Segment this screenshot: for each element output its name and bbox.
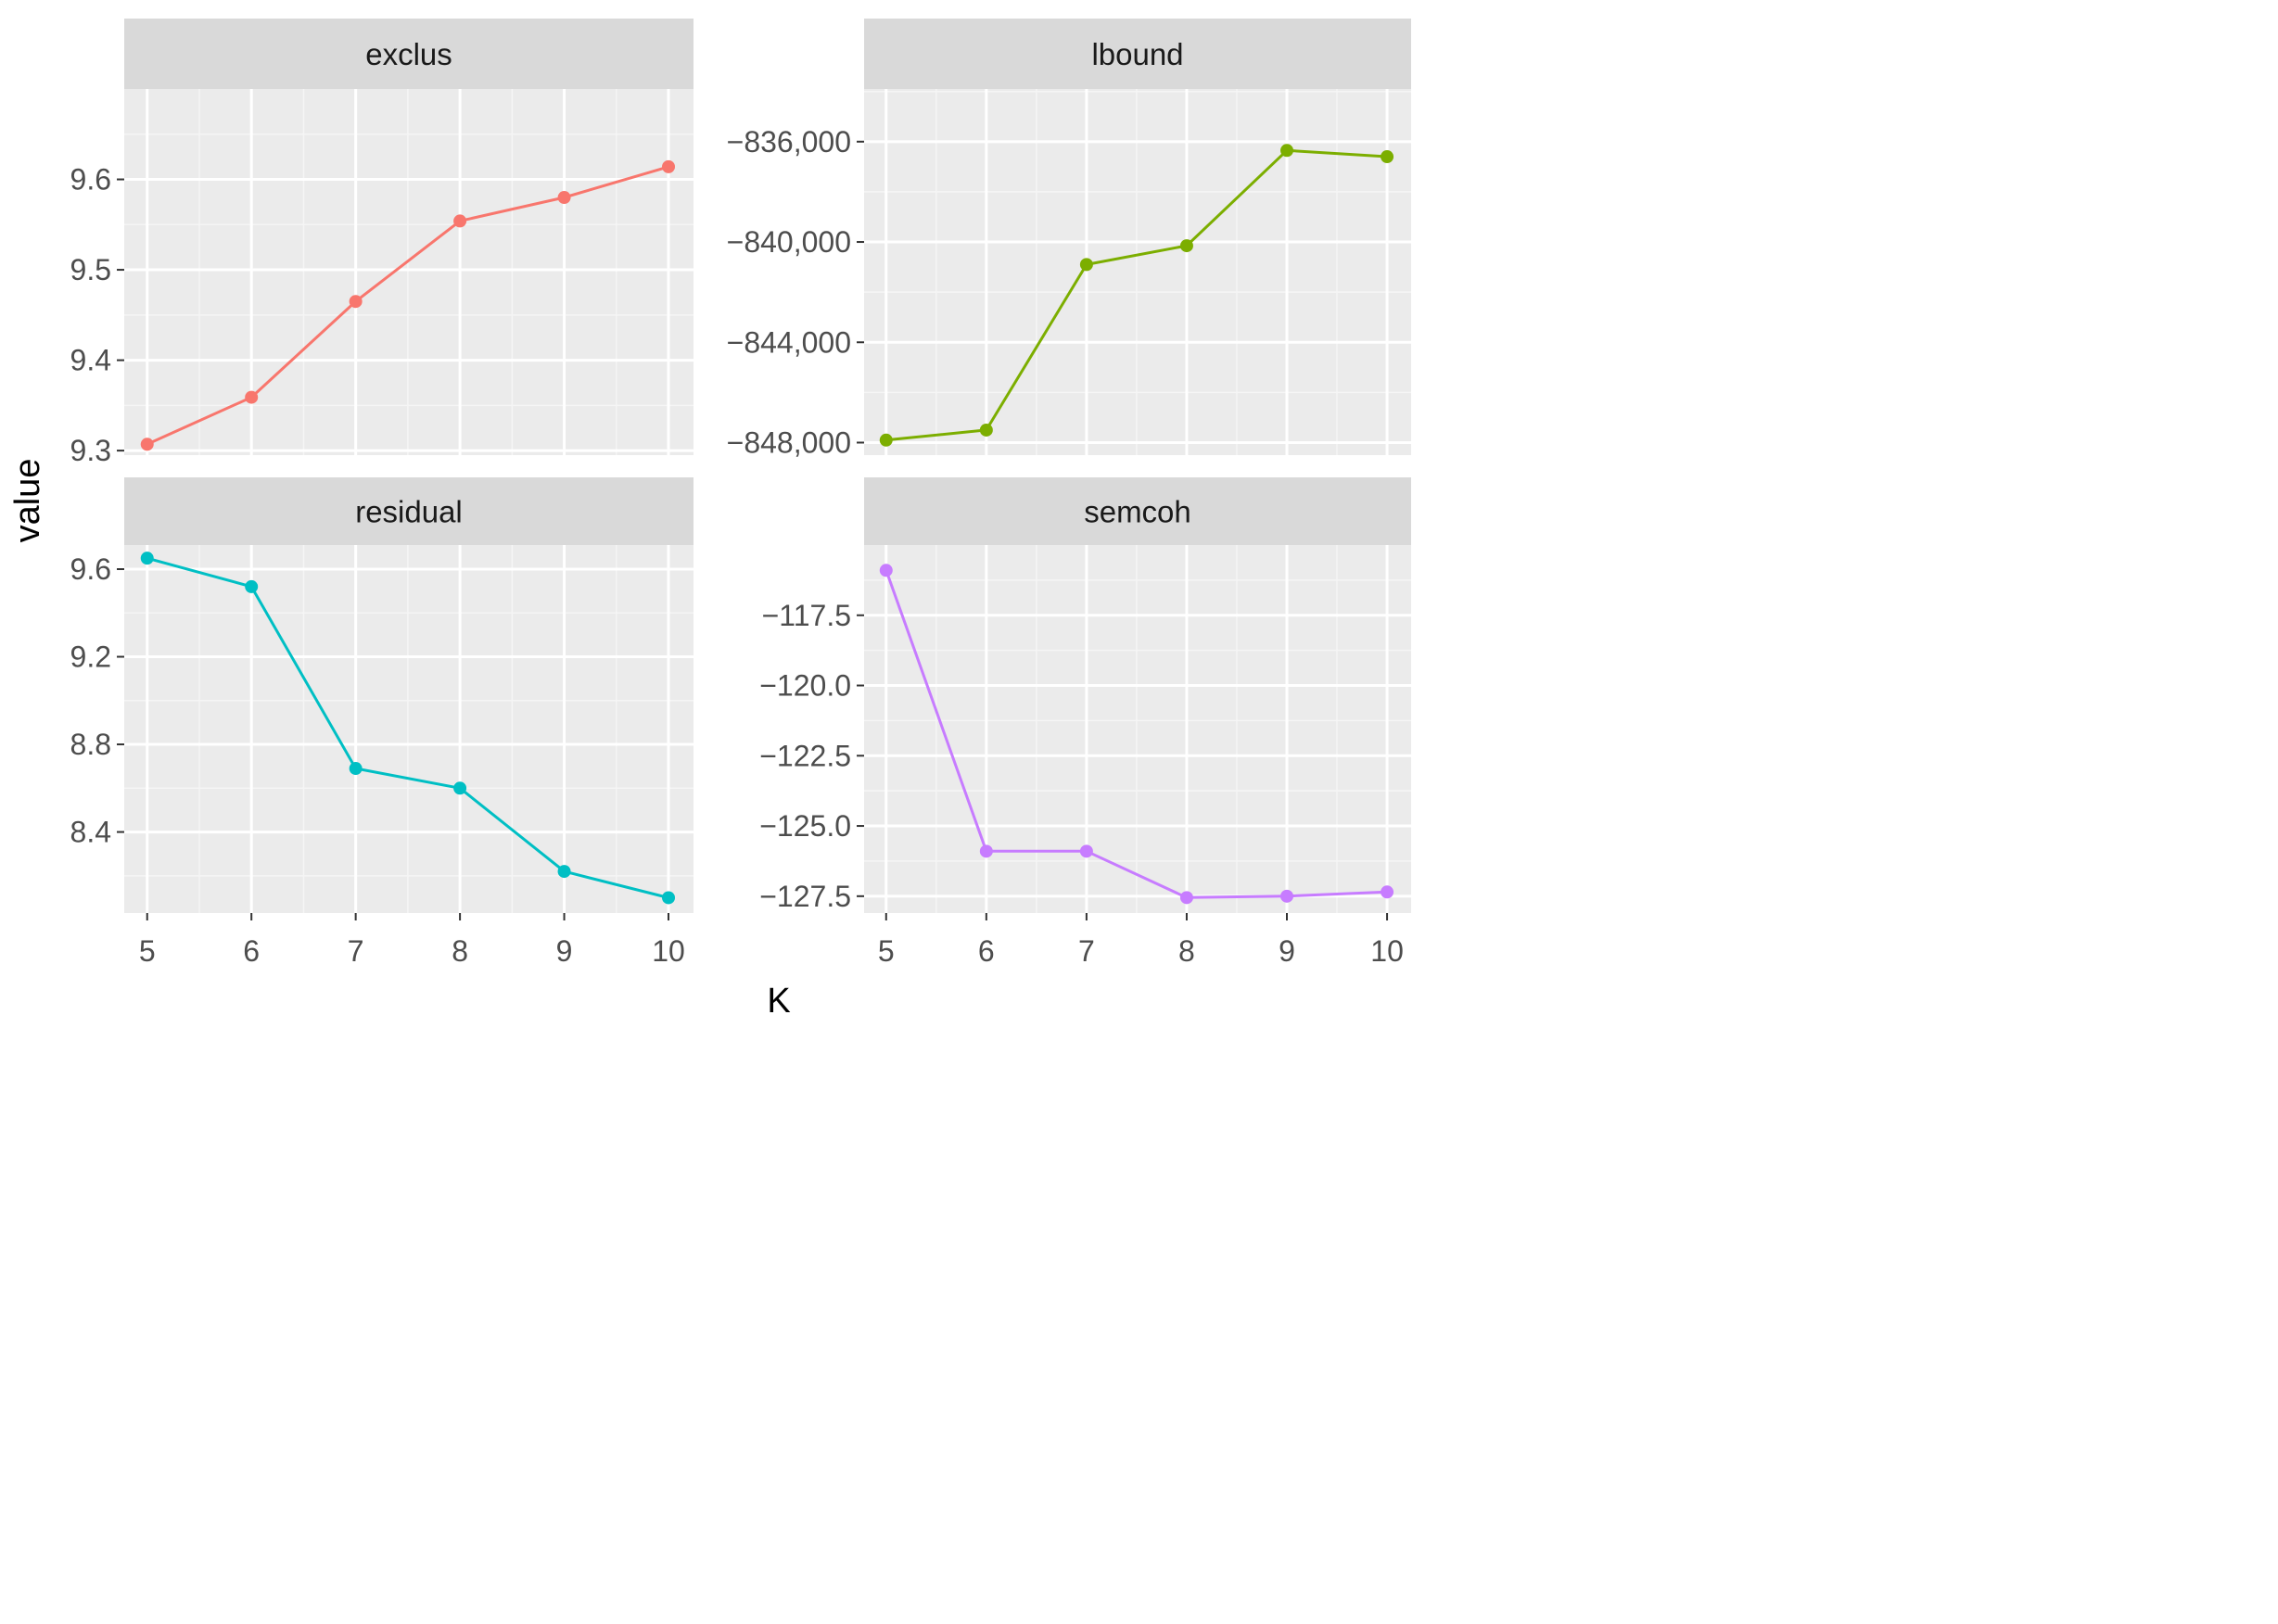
panel-lbound: lbound −848,000 −844,000 −840,000 −836,000: [727, 19, 1411, 459]
data-point: [662, 891, 676, 905]
data-point: [1179, 891, 1193, 905]
x-tick-label: 9: [556, 934, 573, 968]
panel-residual: residual 8.4 8.8 9.2 9.6 5 6 7 8 9 10: [70, 477, 694, 968]
series-line: [146, 165, 669, 446]
y-axis-title: value: [8, 459, 47, 543]
data-point: [879, 564, 893, 577]
y-tick-label: −117.5: [762, 599, 851, 632]
panel-strip: [864, 477, 1411, 545]
y-tick-label: −125.0: [759, 809, 851, 843]
data-point: [349, 762, 363, 776]
y-tick-label: −127.5: [759, 880, 851, 913]
series-line: [884, 569, 1388, 899]
x-tick-label: 6: [978, 934, 995, 968]
data-point: [1280, 144, 1294, 158]
data-point: [245, 579, 259, 593]
x-tick-label: 7: [1078, 934, 1095, 968]
y-tick-label: 9.6: [70, 552, 111, 586]
data-point: [140, 438, 154, 451]
faceted-line-chart: value exclus 9.3 9.4 9.5 9.6 lbound −848,000 −8…: [8, 19, 1411, 1021]
y-tick-label: −122.5: [759, 739, 851, 772]
y-tick-label: 8.8: [70, 728, 111, 761]
panel-exclus: exclus 9.3 9.4 9.5 9.6: [70, 19, 694, 467]
x-tick-label: 9: [1279, 934, 1295, 968]
y-tick-label: 9.3: [70, 434, 111, 467]
x-tick-label: 6: [243, 934, 260, 968]
series-line: [885, 148, 1388, 442]
y-tick-label: −836,000: [727, 125, 851, 159]
panel-strip-label: lbound: [1091, 37, 1183, 71]
data-point: [879, 433, 893, 447]
panel-background: [864, 89, 1411, 455]
data-point: [140, 552, 154, 565]
data-point: [557, 191, 571, 205]
data-point: [979, 844, 993, 858]
x-tick-label: 10: [652, 934, 685, 968]
x-tick-label: 8: [452, 934, 468, 968]
y-tick-label: −848,000: [727, 425, 851, 459]
x-tick-label: 10: [1370, 934, 1404, 968]
panel-background: [124, 545, 694, 913]
x-tick-label: 5: [878, 934, 895, 968]
y-tick-label: 9.6: [70, 163, 111, 197]
data-point: [557, 865, 571, 879]
data-point: [453, 214, 467, 228]
y-tick-label: 8.4: [70, 816, 111, 849]
y-tick-label: −844,000: [727, 325, 851, 359]
panel-strip: [124, 19, 694, 89]
data-point: [1381, 885, 1394, 899]
panel-strip-label: semcoh: [1084, 495, 1191, 529]
panel-background: [124, 89, 694, 455]
y-tick-label: −840,000: [727, 225, 851, 259]
panel-background: [864, 545, 1411, 913]
panel-strip: [864, 19, 1411, 89]
panel-strip-label: exclus: [365, 37, 452, 71]
data-point: [245, 390, 259, 404]
data-point: [453, 781, 467, 795]
y-tick-label: 9.5: [70, 253, 111, 286]
panel-strip: [124, 477, 694, 545]
data-point: [1381, 150, 1394, 164]
data-point: [1179, 239, 1193, 253]
data-point: [1079, 844, 1093, 858]
data-point: [1079, 258, 1093, 272]
data-point: [1280, 889, 1294, 903]
x-tick-label: 8: [1178, 934, 1195, 968]
data-point: [662, 159, 676, 173]
y-tick-label: −120.0: [759, 669, 851, 703]
panel-strip-label: residual: [355, 495, 463, 529]
data-point: [349, 295, 363, 309]
x-tick-label: 5: [139, 934, 156, 968]
x-tick-label: 7: [348, 934, 364, 968]
data-point: [979, 423, 993, 437]
series-line: [146, 556, 669, 899]
panel-semcoh: semcoh −127.5 −125.0 −122.5 −120.0 −117.5 5 6 7 8…: [759, 477, 1411, 968]
x-axis-title: K: [767, 982, 790, 1021]
y-tick-label: 9.2: [70, 641, 111, 674]
y-tick-label: 9.4: [70, 344, 111, 377]
